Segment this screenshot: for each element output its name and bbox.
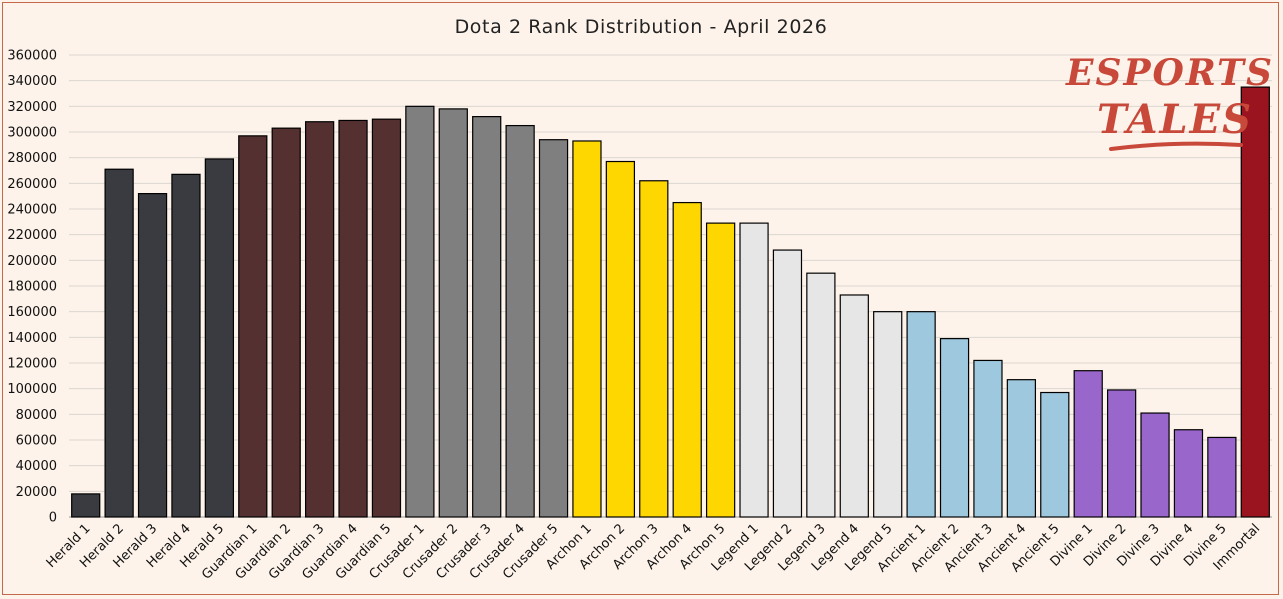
bar-legend-3 xyxy=(806,272,836,518)
bar-ancient-5 xyxy=(1040,391,1070,518)
bar-herald-1 xyxy=(71,493,101,518)
y-tick-label: 40000 xyxy=(16,459,57,474)
bar-crusader-5 xyxy=(538,139,569,518)
bar-legend-4 xyxy=(839,294,869,518)
gridlines xyxy=(69,54,1272,518)
bar-legend-1 xyxy=(739,222,769,518)
bar-archon-4 xyxy=(672,201,702,518)
bar-guardian-2 xyxy=(271,127,301,518)
bar-herald-3 xyxy=(137,193,168,518)
bar-ancient-1 xyxy=(906,311,936,518)
y-tick-label: 180000 xyxy=(7,280,57,295)
bar-immortal xyxy=(1240,86,1270,518)
y-tick-label: 360000 xyxy=(7,49,57,64)
rank-distribution-chart: 0 20000 40000 60000 80000 100000 120000 140000 1… xyxy=(7,16,1274,583)
y-tick-label: 60000 xyxy=(16,434,57,449)
bar-ancient-3 xyxy=(973,359,1003,518)
bar-archon-2 xyxy=(605,160,636,518)
y-tick-label: 0 xyxy=(49,511,57,526)
y-tick-label: 220000 xyxy=(7,228,57,243)
bar-crusader-4 xyxy=(505,124,535,518)
bar-guardian-5 xyxy=(371,118,402,518)
y-tick-label: 200000 xyxy=(7,254,57,269)
y-tick-label: 80000 xyxy=(16,408,57,423)
y-tick-label: 140000 xyxy=(7,331,57,346)
bar-crusader-1 xyxy=(405,105,435,518)
y-tick-label: 120000 xyxy=(7,357,57,372)
chart-title: Dota 2 Rank Distribution - April 2026 xyxy=(455,16,828,38)
bar-divine-3 xyxy=(1140,412,1170,518)
bar-guardian-3 xyxy=(304,121,335,518)
bar-ancient-4 xyxy=(1006,379,1037,518)
bar-legend-2 xyxy=(772,249,803,518)
y-tick-label: 20000 xyxy=(16,485,57,500)
logo-line-2: TALES xyxy=(1097,96,1253,143)
bar-archon-5 xyxy=(705,222,736,518)
bar-guardian-1 xyxy=(238,135,268,518)
bar-divine-1 xyxy=(1073,370,1103,518)
y-tick-label: 100000 xyxy=(7,382,57,397)
y-tick-label: 280000 xyxy=(7,151,57,166)
y-tick-label: 160000 xyxy=(7,305,57,320)
y-tick-label: 340000 xyxy=(7,74,57,89)
bars xyxy=(71,86,1270,518)
bar-legend-5 xyxy=(873,311,903,518)
bar-herald-2 xyxy=(104,168,134,518)
y-tick-label: 260000 xyxy=(7,177,57,192)
bar-archon-3 xyxy=(639,180,669,518)
y-tick-label: 300000 xyxy=(7,126,57,141)
bar-divine-4 xyxy=(1173,429,1204,518)
logo-line-1: ESPORTS xyxy=(1065,52,1274,94)
y-tick-label: 320000 xyxy=(7,100,57,115)
bar-herald-4 xyxy=(171,173,201,518)
y-tick-label: 240000 xyxy=(7,203,57,218)
bar-herald-5 xyxy=(204,158,235,518)
esports-tales-logo: ESPORTS TALES xyxy=(1065,52,1274,151)
bar-divine-5 xyxy=(1207,436,1237,518)
bar-ancient-2 xyxy=(939,338,970,518)
bar-divine-2 xyxy=(1106,389,1137,518)
bar-crusader-3 xyxy=(472,115,502,518)
bar-guardian-4 xyxy=(338,119,368,518)
y-axis: 0 20000 40000 60000 80000 100000 120000 140000 1… xyxy=(7,49,57,526)
bar-archon-1 xyxy=(572,140,602,518)
bar-crusader-2 xyxy=(438,108,468,518)
